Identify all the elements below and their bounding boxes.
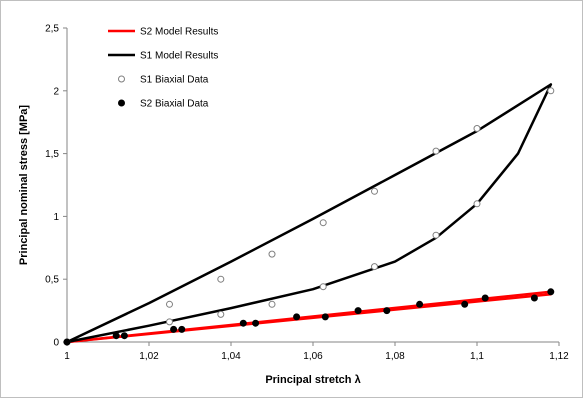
legend-label: S1 Model Results: [140, 51, 218, 62]
legend-label: S2 Biaxial Data: [140, 99, 209, 110]
data-point-open: [371, 187, 378, 195]
data-point-filled: [120, 332, 128, 340]
y-tick-label: 1,5: [45, 149, 59, 160]
data-point-filled: [416, 300, 424, 308]
y-tick-label: 2,5: [45, 24, 59, 35]
data-point-open: [319, 219, 327, 227]
data-point-open: [432, 231, 440, 239]
legend-swatch-marker: [118, 75, 125, 83]
data-point-filled: [547, 288, 555, 296]
y-tick-label: 0: [53, 338, 59, 349]
data-point-filled: [321, 313, 329, 321]
data-point-filled: [63, 338, 71, 346]
x-tick-label: 1,02: [139, 351, 159, 362]
data-point-open: [547, 87, 555, 95]
series-line-3: [65, 83, 553, 344]
data-point-filled: [481, 294, 489, 302]
x-axis-label: Principal stretch λ: [265, 374, 360, 386]
x-tick-label: 1,08: [385, 351, 405, 362]
data-point-filled: [530, 294, 538, 302]
y-tick-label: 1: [53, 212, 59, 223]
data-point-open: [217, 275, 225, 283]
data-point-filled: [252, 319, 260, 327]
data-point-open: [473, 200, 481, 208]
data-point-open: [319, 283, 327, 291]
y-tick-label: 2: [53, 86, 59, 97]
data-point-open: [432, 147, 440, 155]
x-tick-label: 1: [64, 351, 70, 362]
data-point-filled: [112, 332, 120, 340]
data-point-open: [268, 300, 276, 308]
data-point-open: [166, 318, 173, 326]
data-point-open: [268, 250, 276, 258]
legend-label: S1 Biaxial Data: [140, 75, 209, 86]
data-point-filled: [170, 325, 178, 333]
legend-label: S2 Model Results: [140, 27, 218, 38]
data-point-open: [166, 300, 173, 308]
x-tick-label: 1,12: [549, 351, 569, 362]
data-point-open: [371, 263, 378, 271]
x-tick-label: 1,04: [221, 351, 241, 362]
series-line-2: [65, 83, 553, 344]
data-point-filled: [293, 313, 301, 321]
series-line-1: [65, 290, 553, 344]
data-point-filled: [239, 319, 247, 327]
data-point-filled: [461, 300, 469, 308]
data-point-open: [473, 125, 481, 132]
legend-swatch-marker: [118, 99, 125, 107]
data-point-filled: [178, 325, 186, 333]
data-point-filled: [354, 307, 362, 315]
x-tick-label: 1,1: [470, 351, 484, 362]
y-axis-label: Principal nominal stress [MPa]: [18, 105, 30, 265]
data-point-open: [217, 310, 225, 318]
data-point-filled: [383, 307, 391, 315]
y-tick-label: 0,5: [45, 275, 59, 286]
x-tick-label: 1,06: [303, 351, 323, 362]
